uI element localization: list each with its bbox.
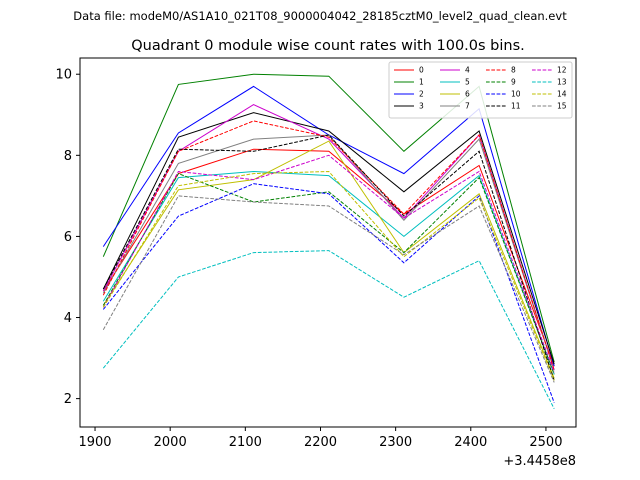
x-tick-label: 2500 bbox=[529, 435, 562, 450]
legend-label-9: 9 bbox=[511, 78, 516, 87]
legend-label-10: 10 bbox=[511, 90, 521, 99]
series-lines bbox=[102, 73, 555, 410]
legend-label-12: 12 bbox=[557, 66, 567, 75]
legend-label-11: 11 bbox=[511, 102, 521, 111]
series-line-9 bbox=[102, 172, 555, 375]
y-tick-label: 2 bbox=[64, 392, 72, 407]
series-line-8 bbox=[102, 120, 555, 371]
legend-label-15: 15 bbox=[557, 102, 567, 111]
x-axis: 1900 2000 2100 2200 2300 2400 2500 bbox=[78, 427, 562, 450]
legend-label-6: 6 bbox=[465, 90, 470, 99]
x-tick-label: 2400 bbox=[454, 435, 487, 450]
series-line-0 bbox=[102, 148, 555, 367]
y-tick-label: 10 bbox=[55, 68, 72, 83]
y-tick-label: 8 bbox=[64, 149, 72, 164]
x-offset-label: +3.4458e8 bbox=[503, 454, 576, 469]
legend-label-0: 0 bbox=[419, 66, 424, 75]
legend-label-5: 5 bbox=[465, 78, 470, 87]
series-line-3 bbox=[102, 112, 555, 365]
series-line-14 bbox=[102, 170, 555, 381]
series-line-7 bbox=[102, 134, 555, 371]
x-tick-label: 2000 bbox=[154, 435, 187, 450]
x-tick-label: 2100 bbox=[229, 435, 262, 450]
x-tick-label: 2300 bbox=[379, 435, 412, 450]
legend-label-8: 8 bbox=[511, 66, 516, 75]
legend-label-14: 14 bbox=[557, 90, 567, 99]
plot-area-frame bbox=[79, 57, 577, 428]
y-tick-label: 6 bbox=[64, 230, 72, 245]
y-axis: 2 4 6 8 10 bbox=[55, 68, 80, 407]
series-line-5 bbox=[102, 170, 555, 375]
series-line-10 bbox=[102, 183, 555, 403]
x-tick-label: 1900 bbox=[78, 435, 111, 450]
y-tick-label: 4 bbox=[64, 311, 72, 326]
legend-frame bbox=[388, 61, 573, 119]
legend-label-7: 7 bbox=[465, 102, 470, 111]
legend-label-3: 3 bbox=[419, 102, 424, 111]
legend-label-2: 2 bbox=[419, 90, 424, 99]
legend-label-13: 13 bbox=[557, 78, 567, 87]
series-line-11 bbox=[102, 134, 555, 381]
x-tick-label: 2200 bbox=[304, 435, 337, 450]
series-line-2 bbox=[102, 85, 555, 367]
legend-label-1: 1 bbox=[419, 78, 424, 87]
series-line-6 bbox=[102, 140, 555, 379]
chart-title: Quadrant 0 module wise count rates with … bbox=[131, 38, 525, 54]
legend-label-4: 4 bbox=[465, 66, 470, 75]
series-line-12 bbox=[102, 154, 555, 373]
series-line-15 bbox=[102, 195, 555, 383]
chart-suptitle: Data file: modeM0/AS1A10_021T08_90000040… bbox=[73, 9, 567, 23]
series-line-13 bbox=[102, 250, 555, 410]
